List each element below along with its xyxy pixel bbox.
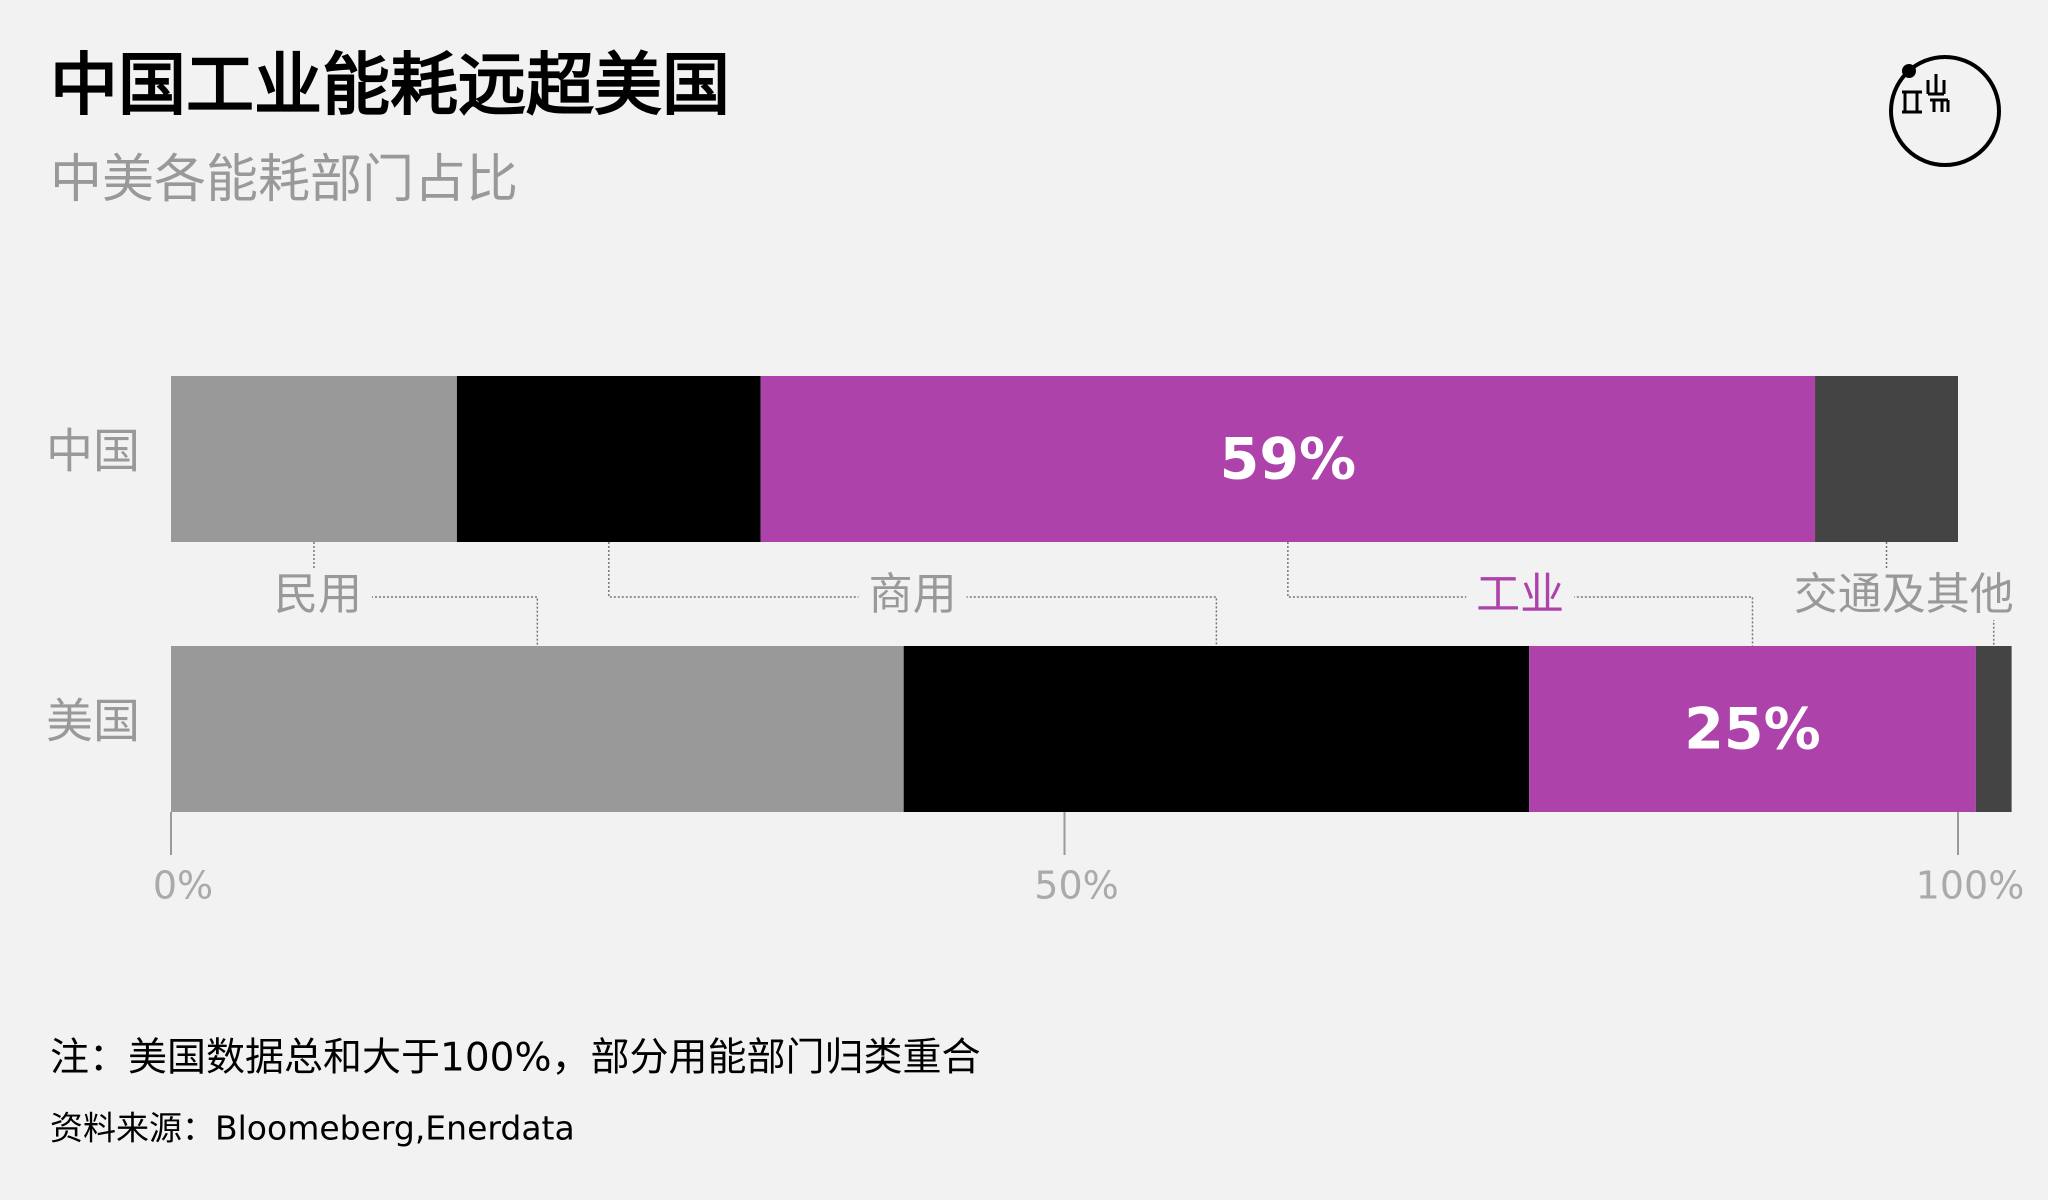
logo-dot xyxy=(1902,64,1916,78)
legend-label: 工业 xyxy=(1476,569,1564,620)
logo-glyph xyxy=(1902,74,1950,114)
bar-segment xyxy=(171,376,457,542)
logo xyxy=(1889,55,2001,167)
logo-circle xyxy=(1889,55,2001,167)
legend-bg xyxy=(858,569,967,620)
legend-label: 民用 xyxy=(274,569,362,620)
connector xyxy=(1287,542,1754,646)
value-label: 59% xyxy=(1220,427,1356,493)
chart-subtitle: 中美各能耗部门占比 xyxy=(50,150,518,210)
bar-segment xyxy=(1529,646,1976,812)
x-tick-label: 50% xyxy=(1034,864,1118,908)
legend-bg xyxy=(1466,569,1575,620)
bar-segment xyxy=(1815,376,1958,542)
legend-bg xyxy=(263,569,372,620)
x-tick-label: 100% xyxy=(1916,864,2025,908)
bar-segment xyxy=(171,646,904,812)
category-label: 美国 xyxy=(46,695,140,750)
legend-label: 交通及其他 xyxy=(1794,569,2014,620)
source: 资料来源：Bloomeberg,Enerdata xyxy=(50,1109,575,1148)
bar-segment xyxy=(456,376,761,542)
x-tick-label: 0% xyxy=(153,864,213,908)
bar-segment xyxy=(903,646,1530,812)
legend-bg xyxy=(1783,569,2024,620)
chart-title: 中国工业能耗远超美国 xyxy=(50,47,730,126)
bar-segment xyxy=(1975,646,2012,812)
legend-label: 商用 xyxy=(869,569,957,620)
bar-segment xyxy=(760,376,1816,542)
value-label: 25% xyxy=(1684,697,1820,763)
category-label: 中国 xyxy=(46,425,140,480)
note: 注：美国数据总和大于100%，部分用能部门归类重合 xyxy=(50,1036,981,1081)
